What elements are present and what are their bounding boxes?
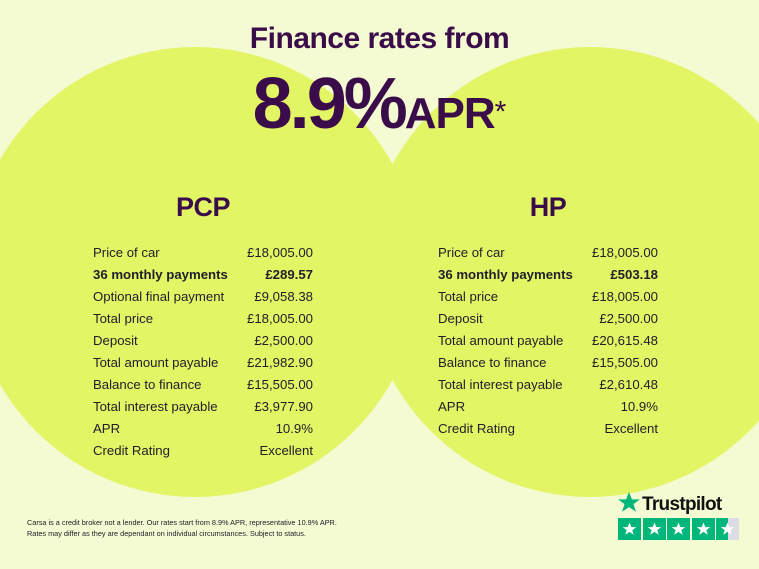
- row-value: £2,610.48: [599, 377, 658, 392]
- finance-table-hp: HP Price of car £18,005.00 36 monthly paym…: [400, 192, 696, 440]
- row-value: £20,615.48: [591, 333, 658, 348]
- row-value: Excellent: [259, 443, 313, 458]
- row-label: Total interest payable: [93, 399, 218, 414]
- table-row: Balance to finance £15,505.00: [93, 374, 313, 396]
- row-label: Total amount payable: [438, 333, 564, 348]
- table-row: Deposit £2,500.00: [438, 308, 658, 330]
- rate-unit: APR: [404, 89, 496, 138]
- table-row: 36 monthly payments £289.57: [93, 264, 313, 286]
- rate-value: 8.9%: [252, 64, 408, 144]
- row-value: £2,500.00: [254, 333, 313, 348]
- table-row: Credit Rating Excellent: [438, 418, 658, 440]
- row-value: £21,982.90: [246, 355, 313, 370]
- trustpilot-rating-stars: [618, 518, 741, 540]
- trustpilot-wordmark: Trustpilot: [618, 491, 741, 518]
- row-label: Price of car: [438, 245, 505, 260]
- row-label: Total price: [438, 289, 499, 304]
- row-value: £18,005.00: [246, 311, 313, 326]
- row-label: Total amount payable: [93, 355, 219, 370]
- background-circle-left: [0, 47, 420, 497]
- row-label: Optional final payment: [93, 289, 225, 304]
- trustpilot-name: Trustpilot: [642, 494, 722, 515]
- table-row: Price of car £18,005.00: [438, 242, 658, 264]
- table-row: Credit Rating Excellent: [93, 440, 313, 462]
- table-row: Total price £18,005.00: [438, 286, 658, 308]
- table-row: APR 10.9%: [438, 396, 658, 418]
- legal-disclaimer: Carsa is a credit broker not a lender. O…: [27, 517, 427, 539]
- table-row: Total amount payable £20,615.48: [438, 330, 658, 352]
- table-body-pcp: Price of car £18,005.00 36 monthly payment…: [55, 242, 351, 462]
- table-row: Total amount payable £21,982.90: [93, 352, 313, 374]
- row-label: Deposit: [93, 333, 138, 348]
- table-row: Total interest payable £3,977.90: [93, 396, 313, 418]
- rate-asterisk: *: [494, 95, 507, 129]
- row-value: Excellent: [604, 421, 658, 436]
- table-row: APR 10.9%: [93, 418, 313, 440]
- rating-star-full: [667, 518, 690, 540]
- table-row: 36 monthly payments £503.18: [438, 264, 658, 286]
- row-label: APR: [438, 399, 466, 414]
- table-row: Balance to finance £15,505.00: [438, 352, 658, 374]
- row-label: Total interest payable: [438, 377, 563, 392]
- rating-star-full: [642, 518, 666, 540]
- row-label: Credit Rating: [438, 421, 515, 436]
- row-value: £15,505.00: [591, 355, 658, 370]
- table-body-hp: Price of car £18,005.00 36 monthly payment…: [400, 242, 696, 440]
- rating-star-full: [618, 518, 641, 540]
- row-label: APR: [93, 421, 121, 436]
- row-label: Credit Rating: [93, 443, 170, 458]
- row-value: £289.57: [265, 267, 313, 282]
- row-label: Deposit: [438, 311, 483, 326]
- row-label: 36 monthly payments: [93, 267, 228, 282]
- finance-table-pcp: PCP Price of car £18,005.00 36 monthly pay…: [55, 192, 351, 462]
- row-label: 36 monthly payments: [438, 267, 573, 282]
- disclaimer-line-2: Rates may differ as they are dependant o…: [27, 529, 306, 538]
- rating-star-half: [716, 518, 739, 540]
- row-value: £503.18: [610, 267, 658, 282]
- column-title-pcp: PCP: [175, 192, 231, 222]
- table-row: Optional final payment £9,058.38: [93, 286, 313, 308]
- trustpilot-badge[interactable]: Trustpilot: [618, 491, 741, 540]
- row-value: £9,058.38: [254, 289, 313, 304]
- row-value: 10.9%: [275, 421, 313, 436]
- row-value: £3,977.90: [254, 399, 313, 414]
- column-title-hp: HP: [529, 192, 567, 222]
- row-value: £15,505.00: [246, 377, 313, 392]
- row-label: Balance to finance: [438, 355, 547, 370]
- row-value: 10.9%: [620, 399, 658, 414]
- row-label: Total price: [93, 311, 154, 326]
- row-value: £18,005.00: [246, 245, 313, 260]
- trustpilot-star-icon: [618, 491, 640, 518]
- table-row: Total interest payable £2,610.48: [438, 374, 658, 396]
- row-label: Price of car: [93, 245, 160, 260]
- disclaimer-line-1: Carsa is a credit broker not a lender. O…: [27, 518, 337, 527]
- row-value: £2,500.00: [599, 311, 658, 326]
- background-circle-right: [365, 47, 759, 497]
- table-row: Deposit £2,500.00: [93, 330, 313, 352]
- row-value: £18,005.00: [591, 245, 658, 260]
- table-row: Total price £18,005.00: [93, 308, 313, 330]
- row-value: £18,005.00: [591, 289, 658, 304]
- table-row: Price of car £18,005.00: [93, 242, 313, 264]
- row-label: Balance to finance: [93, 377, 202, 392]
- headline-rate: 8.9%APR*: [0, 68, 759, 150]
- page-title: Finance rates from: [249, 22, 510, 55]
- rating-star-full: [691, 518, 715, 540]
